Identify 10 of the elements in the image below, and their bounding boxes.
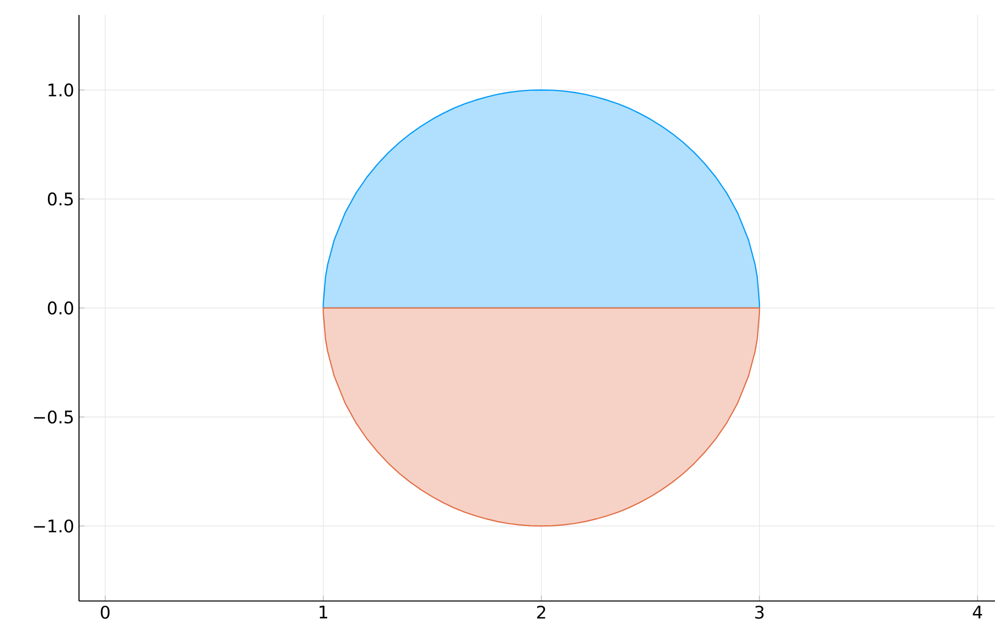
y-tick-label: 1.0 [48, 83, 74, 97]
x-tick-label: 1 [320, 606, 328, 618]
y-tick-label: −1.0 [34, 519, 74, 533]
x-tick-label: 4 [972, 606, 982, 618]
y-tick-label: −0.5 [34, 410, 73, 424]
x-tick-label: 3 [755, 606, 764, 619]
y-tick-label: 0.0 [48, 301, 74, 315]
x-tick-label: 0 [100, 606, 110, 619]
y-tick-label: 0.5 [48, 192, 73, 206]
x-tick-label: 2 [537, 606, 546, 619]
